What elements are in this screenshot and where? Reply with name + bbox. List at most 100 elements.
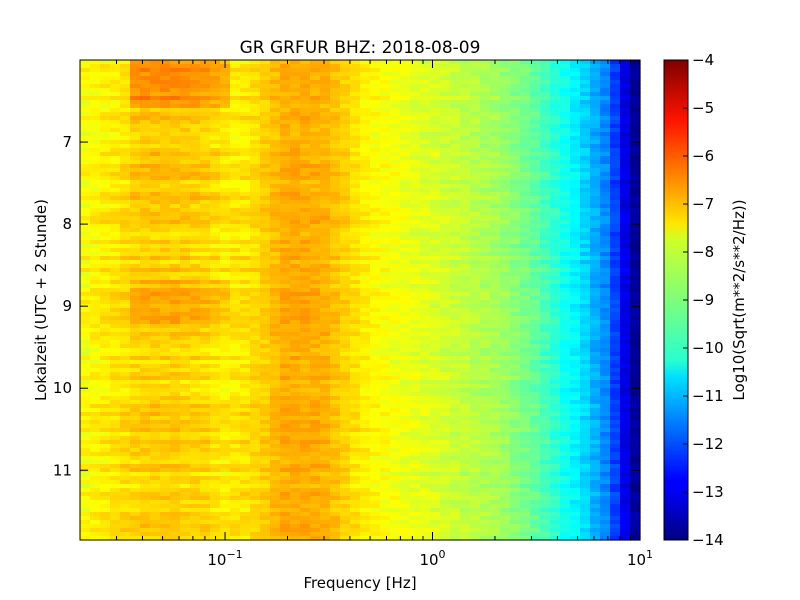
heatmap-cell bbox=[180, 336, 191, 341]
heatmap-cell bbox=[540, 60, 551, 65]
heatmap-cell bbox=[310, 216, 321, 221]
heatmap-cell bbox=[360, 236, 371, 241]
heatmap-cell bbox=[350, 404, 361, 409]
heatmap-cell bbox=[90, 312, 101, 317]
heatmap-cell bbox=[290, 196, 301, 201]
heatmap-cell bbox=[500, 68, 511, 73]
heatmap-cell bbox=[480, 376, 491, 381]
heatmap-cell bbox=[200, 156, 211, 161]
heatmap-cell bbox=[120, 160, 131, 165]
heatmap-cell bbox=[530, 252, 541, 257]
heatmap-cell bbox=[340, 120, 351, 125]
heatmap-cell bbox=[450, 116, 461, 121]
heatmap-cell bbox=[310, 76, 321, 81]
heatmap-cell bbox=[90, 400, 101, 405]
heatmap-cell bbox=[590, 236, 601, 241]
heatmap-cell bbox=[280, 328, 291, 333]
heatmap-cell bbox=[570, 112, 581, 117]
heatmap-cell bbox=[480, 152, 491, 157]
heatmap-cell bbox=[240, 332, 251, 337]
heatmap-cell bbox=[490, 248, 501, 253]
heatmap-cell bbox=[560, 140, 571, 145]
heatmap-cell bbox=[230, 376, 241, 381]
heatmap-cell bbox=[200, 128, 211, 133]
heatmap-cell bbox=[230, 388, 241, 393]
heatmap-cell bbox=[300, 404, 311, 409]
heatmap-cell bbox=[530, 164, 541, 169]
heatmap-cell bbox=[400, 92, 411, 97]
heatmap-cell bbox=[600, 400, 611, 405]
heatmap-cell bbox=[120, 292, 131, 297]
heatmap-cell bbox=[600, 76, 611, 81]
heatmap-cell bbox=[190, 124, 201, 129]
heatmap-cell bbox=[520, 84, 531, 89]
heatmap-cell bbox=[230, 244, 241, 249]
heatmap-cell bbox=[460, 232, 471, 237]
heatmap-cell bbox=[430, 280, 441, 285]
heatmap-cell bbox=[500, 176, 511, 181]
heatmap-cell bbox=[360, 300, 371, 305]
heatmap-cell bbox=[470, 308, 481, 313]
heatmap-cell bbox=[240, 168, 251, 173]
heatmap-cell bbox=[580, 296, 591, 301]
heatmap-cell bbox=[410, 396, 421, 401]
heatmap-cell bbox=[410, 152, 421, 157]
heatmap-cell bbox=[440, 328, 451, 333]
heatmap-cell bbox=[570, 192, 581, 197]
heatmap-cell bbox=[350, 240, 361, 245]
heatmap-cell bbox=[350, 60, 361, 65]
heatmap-cell bbox=[330, 188, 341, 193]
heatmap-cell bbox=[200, 288, 211, 293]
heatmap-cell bbox=[320, 232, 331, 237]
heatmap-cell bbox=[140, 224, 151, 229]
heatmap-cell bbox=[150, 368, 161, 373]
heatmap-cell bbox=[220, 336, 231, 341]
heatmap-cell bbox=[90, 408, 101, 413]
heatmap-cell bbox=[100, 80, 111, 85]
heatmap-cell bbox=[280, 376, 291, 381]
heatmap-cell bbox=[570, 372, 581, 377]
heatmap-cell bbox=[370, 228, 381, 233]
heatmap-cell bbox=[390, 124, 401, 129]
heatmap-cell bbox=[260, 152, 271, 157]
heatmap-cell bbox=[570, 196, 581, 201]
heatmap-cell bbox=[110, 144, 121, 149]
heatmap-cell bbox=[430, 216, 441, 221]
heatmap-cell bbox=[170, 296, 181, 301]
heatmap-cell bbox=[510, 224, 521, 229]
heatmap-cell bbox=[600, 356, 611, 361]
heatmap-cell bbox=[420, 292, 431, 297]
heatmap-cell bbox=[480, 80, 491, 85]
heatmap-cell bbox=[390, 380, 401, 385]
heatmap-cell bbox=[200, 148, 211, 153]
heatmap-cell bbox=[570, 384, 581, 389]
heatmap-cell bbox=[280, 272, 291, 277]
heatmap-cell bbox=[210, 252, 221, 257]
heatmap-cell bbox=[460, 116, 471, 121]
heatmap-cell bbox=[530, 196, 541, 201]
heatmap-cell bbox=[80, 192, 91, 197]
heatmap-cell bbox=[430, 192, 441, 197]
heatmap-cell bbox=[330, 324, 341, 329]
heatmap-cell bbox=[310, 104, 321, 109]
heatmap-cell bbox=[610, 352, 621, 357]
heatmap-cell bbox=[190, 256, 201, 261]
heatmap-cell bbox=[580, 288, 591, 293]
heatmap-cell bbox=[170, 148, 181, 153]
heatmap-cell bbox=[390, 216, 401, 221]
heatmap-cell bbox=[110, 184, 121, 189]
heatmap-cell bbox=[100, 132, 111, 137]
heatmap-cell bbox=[380, 412, 391, 417]
heatmap-cell bbox=[490, 392, 501, 397]
heatmap-cell bbox=[330, 396, 341, 401]
heatmap-cell bbox=[400, 68, 411, 73]
heatmap-cell bbox=[310, 136, 321, 141]
heatmap-cell bbox=[490, 156, 501, 161]
heatmap-cell bbox=[630, 268, 641, 273]
heatmap-cell bbox=[550, 196, 561, 201]
heatmap-cell bbox=[610, 192, 621, 197]
heatmap-cell bbox=[400, 280, 411, 285]
heatmap-cell bbox=[580, 76, 591, 81]
heatmap-cell bbox=[110, 276, 121, 281]
heatmap-cell bbox=[470, 256, 481, 261]
